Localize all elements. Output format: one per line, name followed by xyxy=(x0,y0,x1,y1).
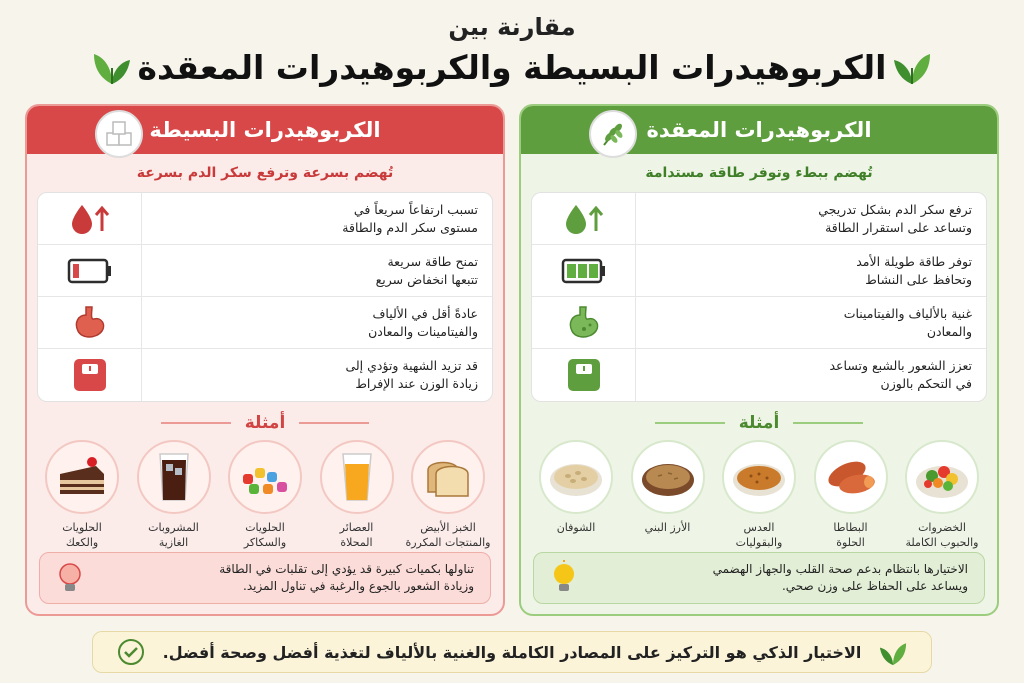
complex-tagline: تُهضم ببطء وتوفر طاقة مستدامة xyxy=(645,165,873,181)
feature-text: عادةً أقل في الألياف والفيتامينات والمعا… xyxy=(368,306,478,339)
simple-tip-box: تناولها بكميات كبيرة قد يؤدي إلى تقلبات … xyxy=(39,552,491,604)
leaf-icon xyxy=(875,634,911,670)
tip-text: الاختيارها بانتظام بدعم صحة القلب والجها… xyxy=(712,562,968,593)
example-item: الحلويات والكعك xyxy=(37,440,127,558)
complex-carbs-panel: الكربوهيدرات المعقدة تُهضم ببطء وتوفر طا… xyxy=(519,104,999,616)
sweet-potato-icon xyxy=(813,440,888,514)
example-item: الأرز البني xyxy=(623,440,713,558)
example-item: البطاطا الحلوة xyxy=(806,440,896,558)
feature-row: غنية بالألياف والفيتامينات والمعادن xyxy=(532,297,986,349)
example-item: الخضروات والحبوب الكاملة xyxy=(897,440,987,558)
cake-slice-icon xyxy=(45,440,119,514)
tip-text: تناولها بكميات كبيرة قد يؤدي إلى تقلبات … xyxy=(219,562,474,593)
page-subtitle: مقارنة بين xyxy=(448,13,576,41)
food-label: الحلويات والسكاكر xyxy=(243,521,287,549)
food-label: الحلويات والكعك xyxy=(62,521,102,549)
full-battery-icon xyxy=(532,245,636,296)
complex-examples-heading: أمثلة xyxy=(521,406,997,440)
example-item: الشوفان xyxy=(531,440,621,558)
simple-tagline: تُهضم بسرعة وترفع سكر الدم بسرعة xyxy=(136,165,394,181)
juice-glass-icon xyxy=(319,440,394,514)
complex-examples: الخضروات والحبوب الكاملة البطاطا الحلوة xyxy=(521,440,997,558)
simple-examples: الخبز الأبيض والمنتجات المكررة العصائر ا… xyxy=(27,440,503,558)
feature-text: قد تزيد الشهية وتؤدي إلى زيادة الوزن عند… xyxy=(345,358,478,391)
footer-banner: الاختيار الذكي هو التركيز على المصادر ال… xyxy=(92,631,932,673)
oats-bowl-icon xyxy=(539,440,613,514)
brown-rice-bowl-icon xyxy=(630,440,705,514)
red-scale-icon xyxy=(38,349,142,401)
example-item: الخبز الأبيض والمنتجات المكررة xyxy=(403,440,493,558)
examples-title: أمثلة xyxy=(244,413,286,433)
wheat-icon xyxy=(589,110,637,158)
food-label: البطاطا الحلوة xyxy=(833,521,868,549)
complex-features-table: ترفع سكر الدم بشكل تدريجي وتساعد على است… xyxy=(531,192,987,402)
footer-text: الاختيار الذكي هو التركيز على المصادر ال… xyxy=(162,642,862,662)
lightbulb-icon xyxy=(544,558,584,598)
white-bread-icon xyxy=(411,440,485,514)
leaf-icon xyxy=(94,54,130,84)
example-item: الحلويات والسكاكر xyxy=(220,440,310,558)
divider xyxy=(654,422,725,424)
feature-text: تمنح طاقة سريعة تتبعها انخفاض سريع xyxy=(375,254,478,287)
lentils-bowl-icon xyxy=(722,440,796,514)
food-label: الشوفان xyxy=(556,521,596,534)
complex-panel-header: الكربوهيدرات المعقدة xyxy=(521,106,997,158)
food-label: الخبز الأبيض والمنتجات المكررة xyxy=(405,521,491,549)
simple-panel-header: الكربوهيدرات البسيطة xyxy=(27,106,503,158)
food-label: المشروبات الغازية xyxy=(148,521,199,549)
low-battery-icon xyxy=(38,245,142,296)
green-drop-up-icon xyxy=(532,193,636,244)
feature-row: ترفع سكر الدم بشكل تدريجي وتساعد على است… xyxy=(532,193,986,245)
candies-icon xyxy=(228,440,302,514)
divider xyxy=(299,422,370,424)
complex-tip-box: الاختيارها بانتظام بدعم صحة القلب والجها… xyxy=(533,552,985,604)
food-label: العصائر المحلاة xyxy=(339,521,374,549)
feature-row: توفر طاقة طويلة الأمد وتحافظ على النشاط xyxy=(532,245,986,297)
feature-text: تعزز الشعور بالشبع وتساعد في التحكم بالو… xyxy=(829,358,973,391)
green-scale-icon xyxy=(532,349,636,401)
simple-features-table: تسبب ارتفاعاً سريعاً في مستوى سكر الدم و… xyxy=(37,192,493,402)
lightbulb-icon xyxy=(50,558,90,598)
divider xyxy=(160,422,231,424)
simple-examples-heading: أمثلة xyxy=(27,406,503,440)
food-label: الخضروات والحبوب الكاملة xyxy=(905,521,979,549)
checkmark-icon xyxy=(113,634,149,670)
header: مقارنة بين الكربوهيدرات البسيطة والكربوه… xyxy=(0,6,1024,98)
example-item: المشروبات الغازية xyxy=(129,440,219,558)
example-item: العدس والبقوليات xyxy=(714,440,804,558)
red-stomach-icon xyxy=(38,297,142,348)
examples-title: أمثلة xyxy=(738,413,780,433)
simple-panel-title: الكربوهيدرات البسيطة xyxy=(149,118,381,142)
red-drop-up-icon xyxy=(38,193,142,244)
food-label: العدس والبقوليات xyxy=(735,521,783,549)
vegetables-bowl-icon xyxy=(905,440,979,514)
leaf-icon xyxy=(894,54,930,84)
divider xyxy=(793,422,864,424)
feature-row: قد تزيد الشهية وتؤدي إلى زيادة الوزن عند… xyxy=(38,349,492,401)
example-item: العصائر المحلاة xyxy=(312,440,402,558)
feature-row: تسبب ارتفاعاً سريعاً في مستوى سكر الدم و… xyxy=(38,193,492,245)
page-title: الكربوهيدرات البسيطة والكربوهيدرات المعق… xyxy=(137,48,887,87)
healthy-stomach-icon xyxy=(532,297,636,348)
feature-text: تسبب ارتفاعاً سريعاً في مستوى سكر الدم و… xyxy=(342,202,478,235)
feature-row: عادةً أقل في الألياف والفيتامينات والمعا… xyxy=(38,297,492,349)
complex-panel-title: الكربوهيدرات المعقدة xyxy=(646,118,872,142)
feature-text: توفر طاقة طويلة الأمد وتحافظ على النشاط xyxy=(856,254,972,287)
feature-row: تمنح طاقة سريعة تتبعها انخفاض سريع xyxy=(38,245,492,297)
feature-row: تعزز الشعور بالشبع وتساعد في التحكم بالو… xyxy=(532,349,986,401)
sugar-cubes-icon xyxy=(95,110,143,158)
simple-carbs-panel: الكربوهيدرات البسيطة تُهضم بسرعة وترفع س… xyxy=(25,104,505,616)
soda-glass-icon xyxy=(136,440,211,514)
feature-text: غنية بالألياف والفيتامينات والمعادن xyxy=(843,306,972,339)
feature-text: ترفع سكر الدم بشكل تدريجي وتساعد على است… xyxy=(818,202,972,235)
food-label: الأرز البني xyxy=(644,521,691,534)
